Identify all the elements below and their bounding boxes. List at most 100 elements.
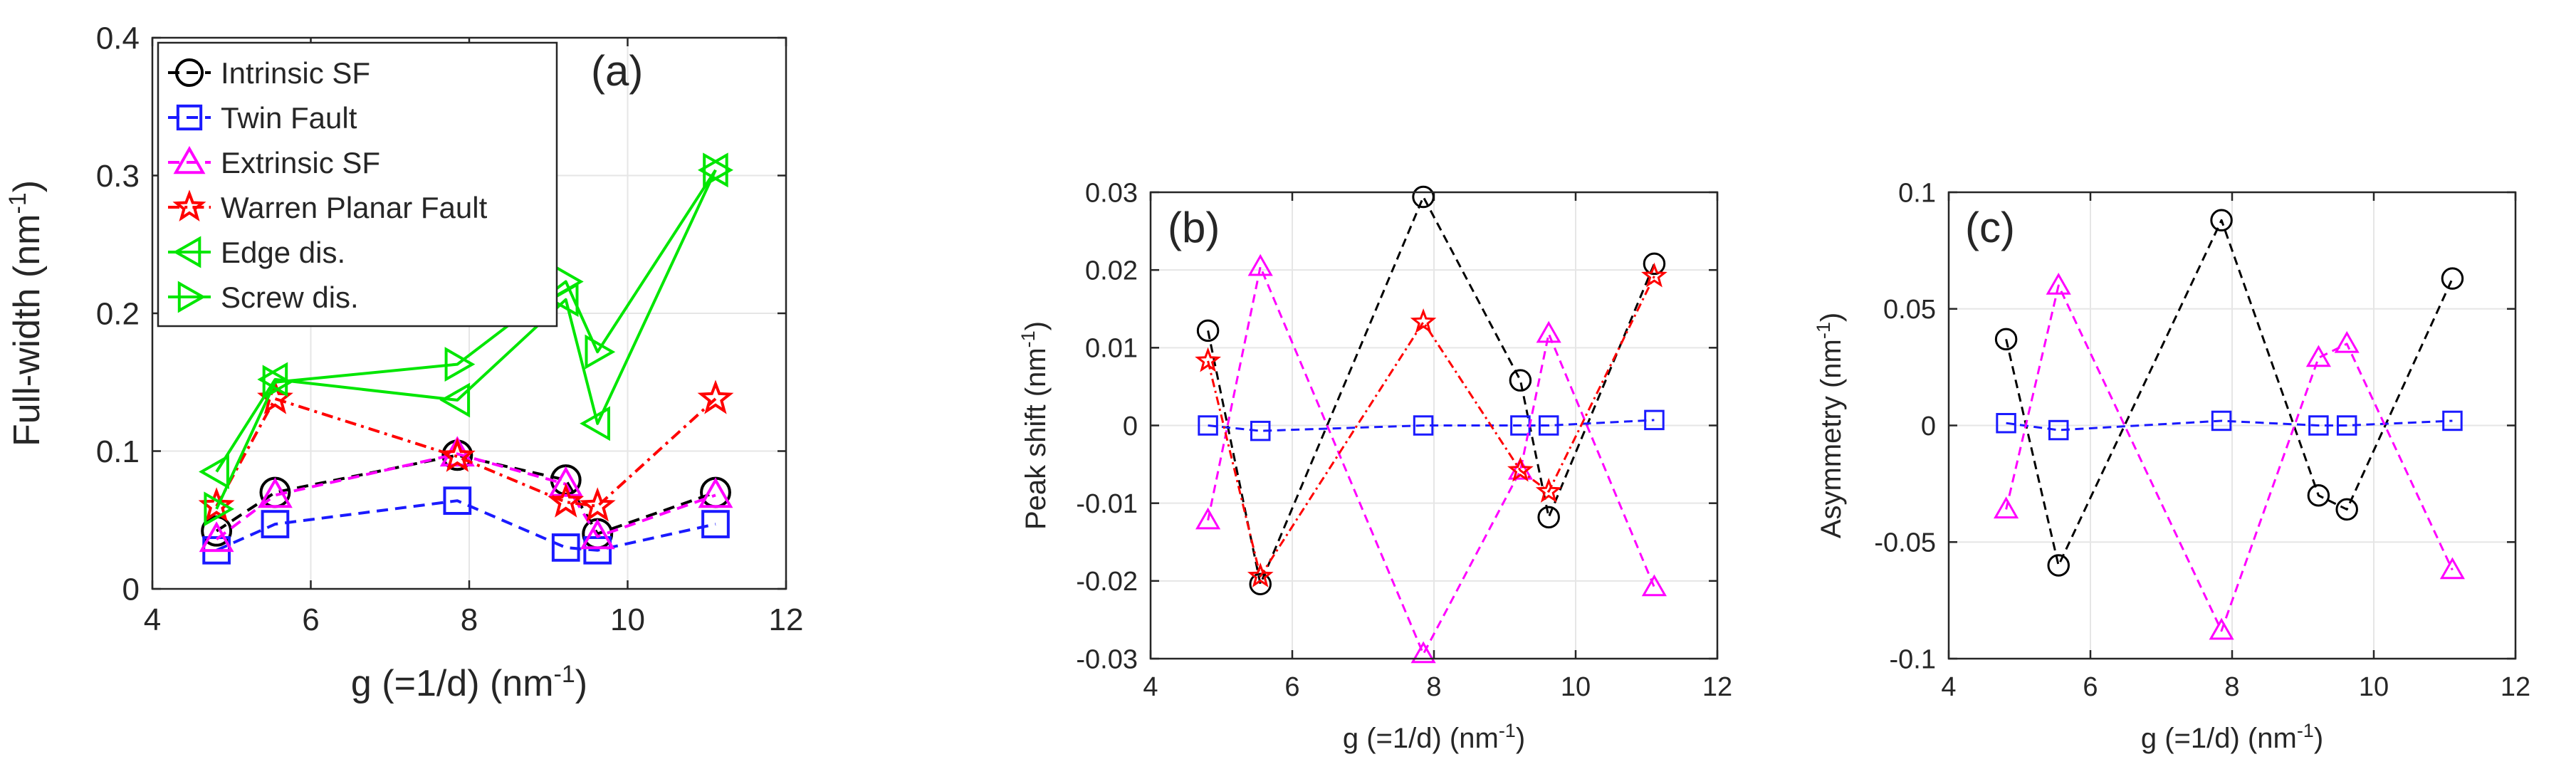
legend-label: Extrinsic SF xyxy=(221,146,380,179)
legend: Intrinsic SF Twin Fault Extrinsic SF Warren… xyxy=(157,41,558,328)
data-point-star xyxy=(1535,478,1562,503)
series-twin-fault xyxy=(1996,410,2463,441)
y-tick-label: 0.4 xyxy=(96,21,140,56)
axes-frame xyxy=(1149,191,1719,660)
data-point-star xyxy=(548,483,585,518)
y-axis-label: Full-width (nm-1) xyxy=(4,180,48,446)
y-tick-label: -0.1 xyxy=(1890,644,1936,674)
data-point-triangle-right xyxy=(262,365,293,400)
data-point-triangle-up xyxy=(1410,641,1436,664)
series-line xyxy=(1207,276,1655,577)
series-twin-fault xyxy=(1198,409,1665,441)
data-point-circle xyxy=(1412,185,1435,209)
data-point-circle xyxy=(1994,328,2018,351)
series-line xyxy=(2005,284,2454,632)
legend-marker-circle xyxy=(174,58,204,88)
y-axis-label-sup: -1 xyxy=(4,192,31,214)
data-point-star xyxy=(1507,456,1534,482)
data-point-circle xyxy=(2047,554,2070,577)
x-tick-label: 4 xyxy=(1143,672,1158,702)
y-tick-label: -0.05 xyxy=(1874,528,1936,558)
y-axis-label-text: Full-width (nm xyxy=(6,214,48,447)
legend-item: Edge dis. xyxy=(168,236,345,269)
legend-item: Warren Planar Fault xyxy=(168,189,488,224)
series-extrinsic-sf xyxy=(1994,272,2465,640)
legend-marker-triangle-up xyxy=(173,145,206,174)
data-point-triangle-up xyxy=(1536,320,1561,343)
x-tick-label: 4 xyxy=(1941,672,1956,702)
y-tick-label: 0.01 xyxy=(1085,334,1138,364)
x-tick-label: 12 xyxy=(769,602,804,637)
series-twin-fault xyxy=(202,486,730,565)
data-point-triangle-left xyxy=(697,152,728,188)
data-point-square xyxy=(1198,415,1218,436)
panel-label: (a) xyxy=(591,47,643,95)
y-tick-label: -0.03 xyxy=(1076,644,1138,674)
y-tick-label: 0.3 xyxy=(96,159,140,194)
y-tick-label: 0 xyxy=(1921,412,1936,441)
data-point-triangle-right xyxy=(204,491,235,527)
data-point-triangle-right xyxy=(703,152,734,188)
data-point-square xyxy=(1250,420,1271,441)
x-axis-label-sup: -1 xyxy=(2297,720,2314,741)
x-axis-label-end: ) xyxy=(575,663,587,704)
series-line xyxy=(2005,219,2454,567)
data-point-square xyxy=(1644,409,1665,431)
x-tick-label: 12 xyxy=(1702,672,1732,702)
series-line xyxy=(1207,266,1655,655)
data-point-circle xyxy=(2210,209,2233,232)
data-point-triangle-up xyxy=(580,518,615,550)
y-tick-label: 0.02 xyxy=(1085,256,1138,286)
data-point-triangle-up xyxy=(2209,617,2234,640)
legend-label: Warren Planar Fault xyxy=(221,191,488,224)
data-point-circle xyxy=(1643,252,1666,276)
x-axis-label-sup: -1 xyxy=(1499,720,1516,741)
data-point-square xyxy=(701,510,730,538)
y-tick-label: 0 xyxy=(122,572,140,607)
x-axis-label-text: g (=1/d) (nm xyxy=(1343,723,1499,754)
series-line xyxy=(216,499,716,552)
x-tick-label: 12 xyxy=(2501,672,2530,702)
y-axis-label-end: ) xyxy=(1816,313,1847,322)
series-intrinsic-sf xyxy=(1994,209,2464,577)
y-tick-label: 0.1 xyxy=(96,434,140,469)
legend-marker-triangle-left xyxy=(172,236,201,268)
y-tick-label: 0.2 xyxy=(96,296,140,331)
data-point-triangle-right xyxy=(444,347,476,382)
data-point-star xyxy=(1410,308,1437,333)
legend-item: Extrinsic SF xyxy=(168,145,380,179)
legend-marker-square xyxy=(176,104,203,131)
x-axis-label-end: ) xyxy=(2314,723,2323,754)
x-axis-label: g (=1/d) (nm-1) xyxy=(1343,720,1525,754)
y-axis-label-text: Peak shift (nm xyxy=(1020,347,1052,530)
data-point-triangle-right xyxy=(585,334,616,370)
data-point-triangle-up xyxy=(1247,253,1273,276)
data-point-triangle-up xyxy=(548,466,584,497)
data-point-circle xyxy=(2441,267,2464,290)
data-point-triangle-left xyxy=(439,382,471,418)
data-point-triangle-up xyxy=(1641,574,1667,597)
data-point-circle xyxy=(1249,573,1272,595)
x-axis-label-text: g (=1/d) (nm xyxy=(351,663,554,704)
y-axis-label-end: ) xyxy=(6,180,48,192)
data-point-triangle-up xyxy=(2305,345,2331,367)
y-axis-label-text: Asymmetry (nm xyxy=(1816,339,1847,538)
data-point-star xyxy=(1641,262,1667,288)
data-point-triangle-up xyxy=(2439,557,2465,580)
data-point-square xyxy=(1538,415,1559,436)
data-point-triangle-left xyxy=(199,454,229,489)
y-axis-label: Peak shift (nm-1) xyxy=(1017,321,1052,530)
data-point-star xyxy=(1195,347,1222,372)
axes-frame xyxy=(1947,191,2517,660)
data-point-square xyxy=(1413,415,1434,436)
legend-item: Intrinsic SF xyxy=(168,56,370,90)
y-tick-label: 0.1 xyxy=(1898,178,1936,208)
data-point-square xyxy=(2211,410,2232,432)
legend-label: Edge dis. xyxy=(221,236,345,269)
data-point-star xyxy=(697,380,734,414)
x-tick-label: 8 xyxy=(2224,672,2239,702)
x-tick-label: 8 xyxy=(461,602,478,637)
